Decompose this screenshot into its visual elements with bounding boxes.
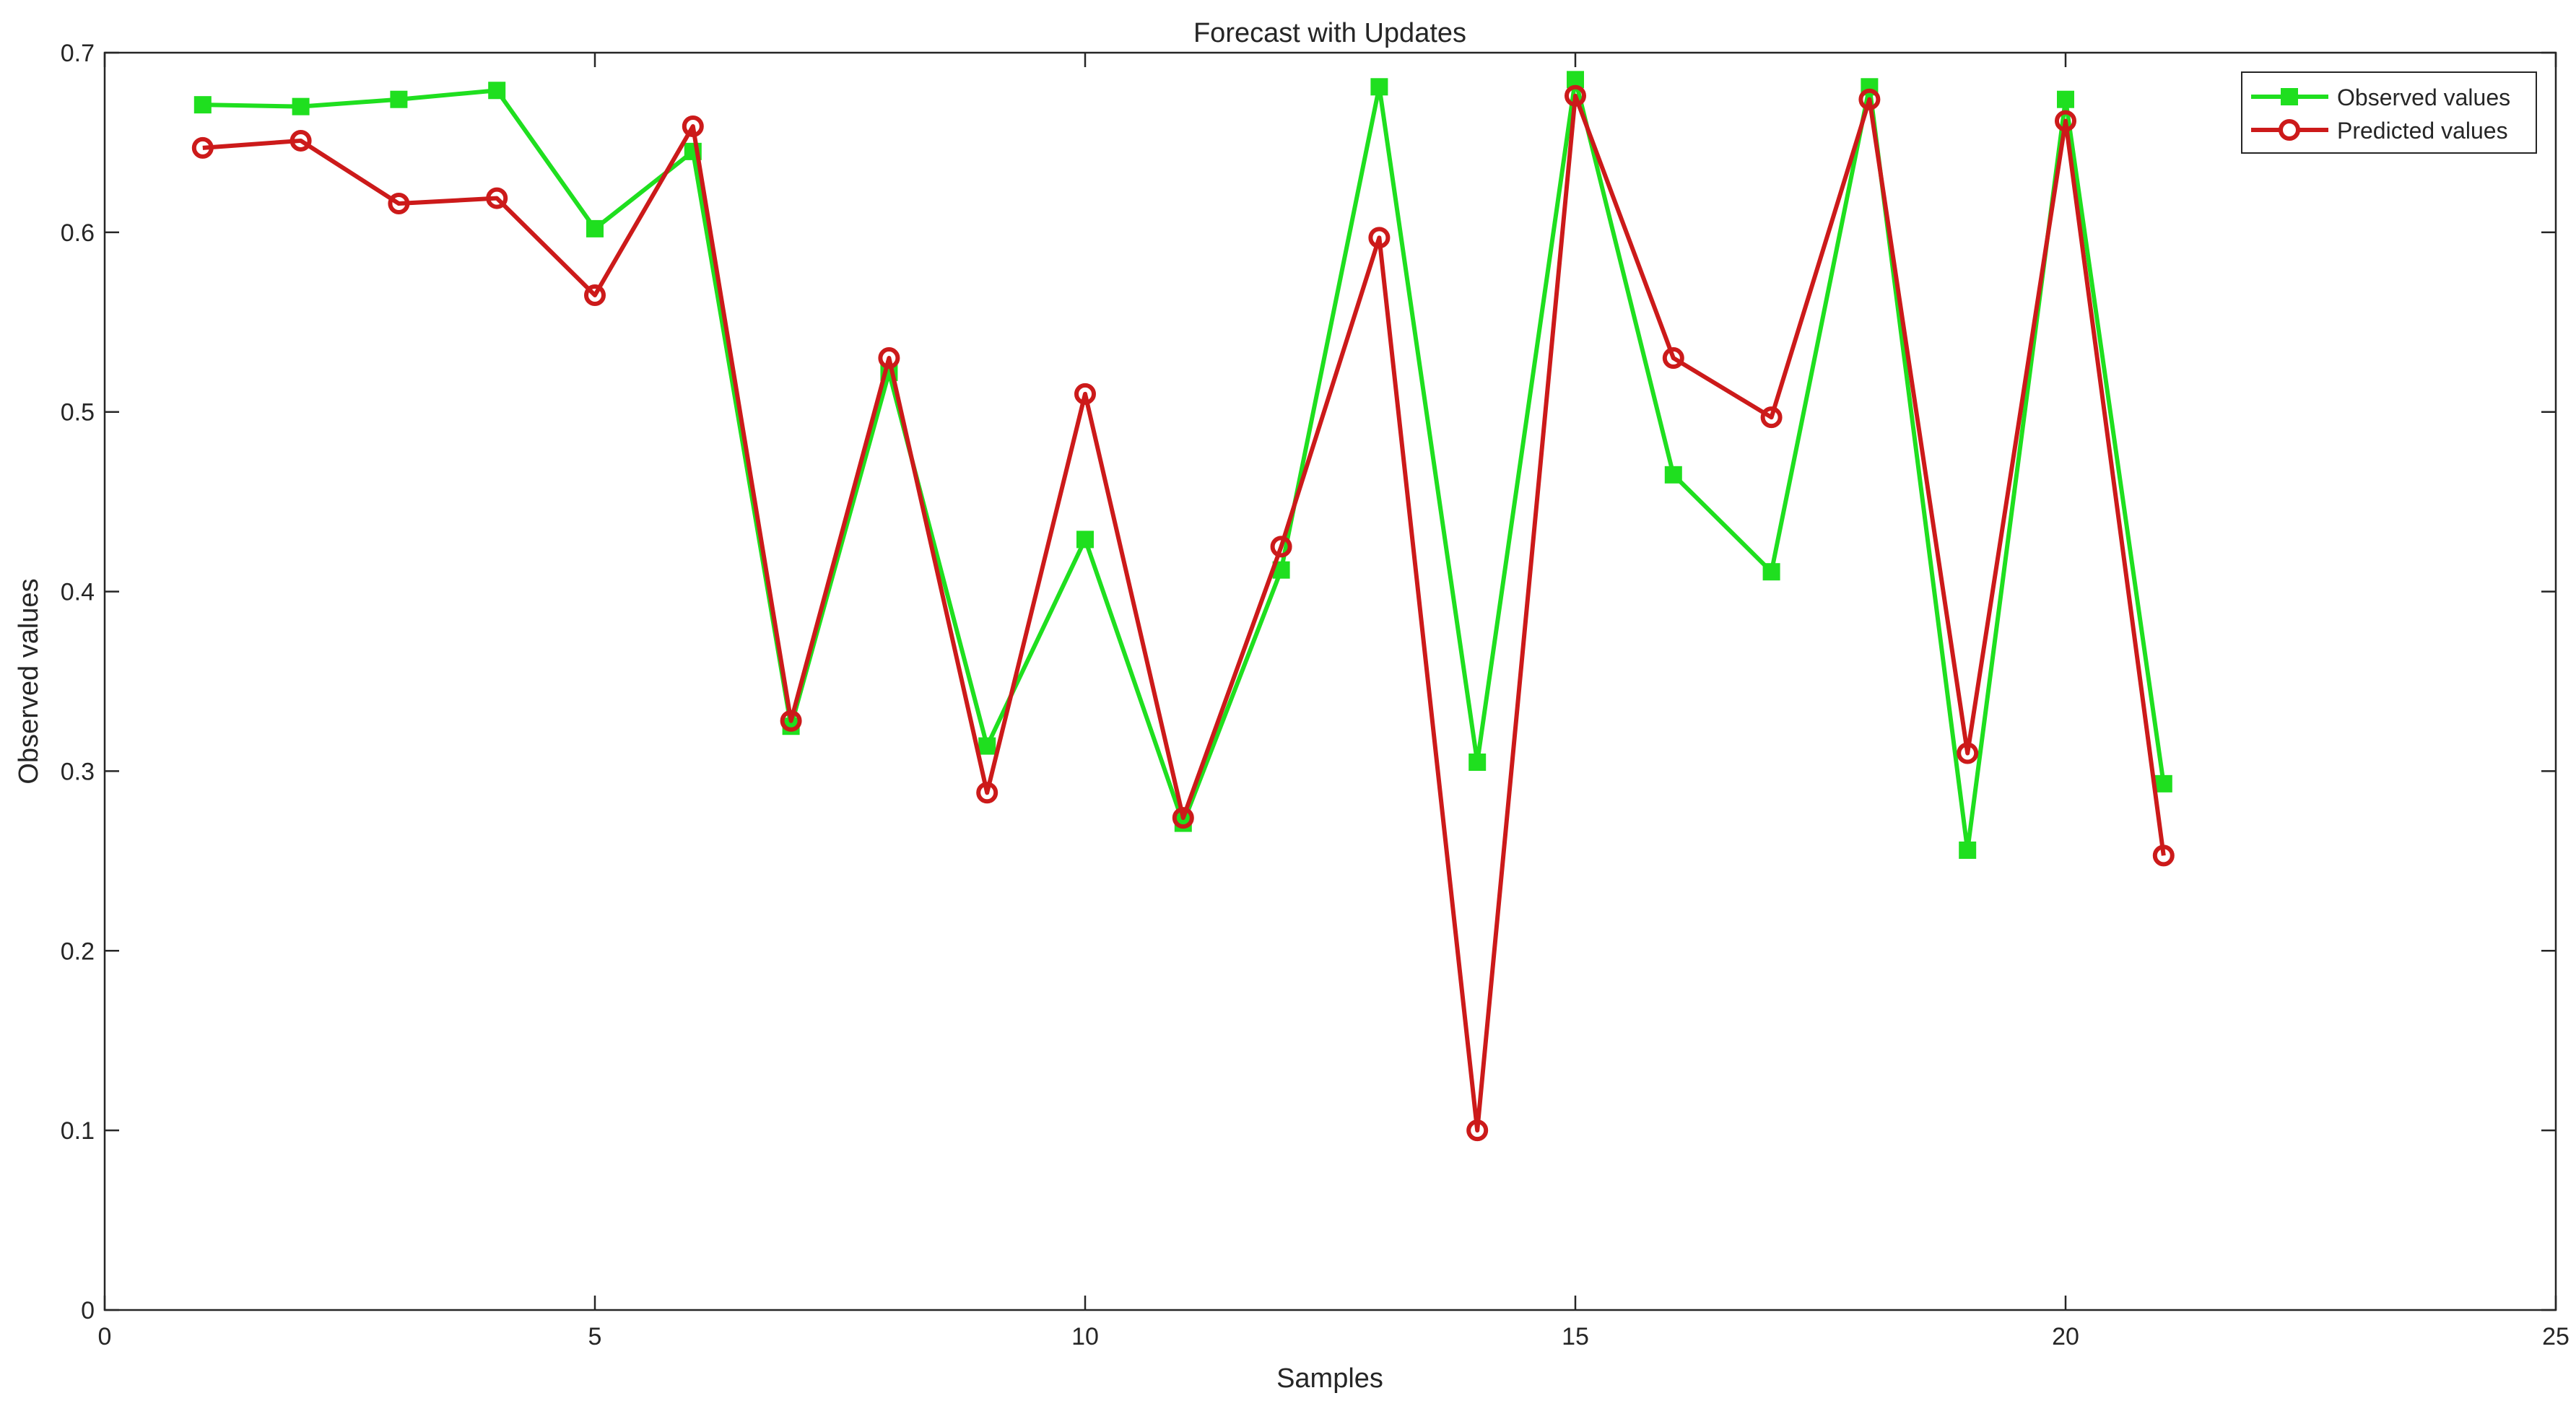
y-axis: 0 0.1 0.2 0.3 0.4 0.5 0.6 0.7 <box>61 40 2556 1324</box>
data-point-predicted <box>1760 406 1783 429</box>
y-tick-label: 0.3 <box>61 758 95 785</box>
data-point-observed <box>1370 78 1388 96</box>
x-tick-label: 0 <box>98 1323 112 1350</box>
data-point-observed <box>978 737 996 755</box>
legend-label-observed: Observed values <box>2337 84 2510 110</box>
x-tick-label: 15 <box>1562 1323 1589 1350</box>
data-point-predicted <box>1957 742 1979 764</box>
data-point-predicted <box>2152 844 2175 867</box>
data-point-observed <box>1664 466 1682 484</box>
y-tick-label: 0.1 <box>61 1117 95 1145</box>
plot-area <box>103 51 2557 1311</box>
data-point-predicted <box>1858 88 1881 110</box>
data-point-predicted <box>191 136 214 159</box>
y-tick-label: 0.5 <box>61 399 95 427</box>
series-layer <box>191 71 2175 1142</box>
x-axis: 0 5 10 15 20 25 <box>98 53 2570 1350</box>
data-point-observed <box>2154 774 2172 792</box>
data-point-predicted <box>388 193 410 215</box>
data-point-observed <box>488 82 506 100</box>
data-point-predicted <box>1270 536 1292 558</box>
data-point-predicted <box>780 709 802 732</box>
y-tick-label: 0.6 <box>61 219 95 247</box>
legend-marker-observed <box>2281 88 2298 105</box>
data-point-predicted <box>1565 84 1586 107</box>
data-point-observed <box>586 219 604 237</box>
x-tick-label: 25 <box>2542 1323 2570 1350</box>
data-point-observed <box>2057 90 2074 108</box>
data-point-predicted <box>290 129 312 152</box>
series-line-predicted <box>202 93 2166 1133</box>
y-tick-label: 0.4 <box>61 579 95 606</box>
data-point-predicted <box>1466 1119 1489 1142</box>
data-point-predicted <box>1074 383 1096 405</box>
legend: Observed values Predicted values <box>2241 71 2537 154</box>
data-point-predicted <box>682 115 704 138</box>
data-point-predicted <box>976 782 998 804</box>
y-tick-label: 0.2 <box>61 938 95 965</box>
data-point-predicted <box>2055 110 2076 132</box>
x-tick-label: 20 <box>2052 1323 2079 1350</box>
data-point-observed <box>193 96 212 114</box>
legend-marker-predicted <box>2279 119 2300 141</box>
data-point-observed <box>1076 530 1094 549</box>
x-axis-label: Samples <box>1276 1363 1383 1394</box>
data-point-predicted <box>1172 807 1194 829</box>
legend-label-predicted: Predicted values <box>2337 118 2508 144</box>
y-axis-label: Observed values <box>14 578 44 784</box>
x-tick-label: 5 <box>588 1323 602 1350</box>
data-point-observed <box>1762 563 1780 581</box>
data-point-predicted <box>486 187 508 209</box>
data-point-predicted <box>878 347 900 370</box>
data-point-observed <box>1468 753 1487 771</box>
data-point-observed <box>1959 841 1977 859</box>
y-tick-label: 0.7 <box>61 40 95 67</box>
chart-title: Forecast with Updates <box>1193 18 1466 48</box>
x-tick-label: 10 <box>1071 1323 1099 1350</box>
data-point-observed <box>292 97 310 115</box>
data-point-predicted <box>584 284 606 306</box>
data-point-observed <box>390 90 408 108</box>
data-point-predicted <box>1662 347 1684 370</box>
y-tick-label: 0 <box>81 1297 95 1324</box>
data-point-predicted <box>1368 227 1391 249</box>
